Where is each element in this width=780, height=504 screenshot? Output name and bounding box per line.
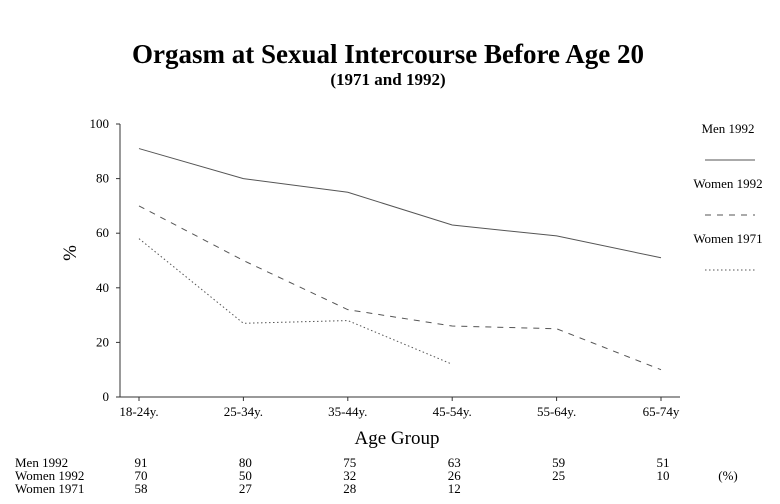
y-tick-label: 40 [96, 280, 109, 295]
y-tick-label: 60 [96, 225, 109, 240]
table-cell: 32 [343, 468, 356, 483]
x-tick-label: 65-74y [643, 404, 680, 419]
series-line-women-1971 [138, 238, 453, 365]
chart-title: Orgasm at Sexual Intercourse Before Age … [132, 39, 644, 69]
legend-label: Men 1992 [701, 121, 754, 136]
y-axis-label: % [60, 245, 81, 261]
table-cell: 59 [552, 455, 565, 470]
table-cell: 58 [135, 481, 148, 496]
table-cell: 10 [657, 468, 670, 483]
table-cell: 63 [448, 455, 461, 470]
legend-label: Women 1971 [693, 231, 762, 246]
y-tick-label: 0 [103, 389, 110, 404]
legend: Men 1992 Women 1992 Women 1971 [693, 121, 763, 271]
table-cell: 26 [448, 468, 462, 483]
table-cell: 91 [135, 455, 148, 470]
table-row-label: Men 1992 [15, 455, 68, 470]
x-tick-label: 18-24y. [119, 404, 158, 419]
y-tick-label: 20 [96, 334, 109, 349]
x-tick-label: 45-54y. [433, 404, 472, 419]
table-cell: 50 [239, 468, 252, 483]
series-line-men-1992 [138, 148, 662, 259]
axes: 0 20 40 60 80 100 18-24y. 25-34y. 35-44y. 45-54y.… [90, 116, 680, 419]
table-cell: 12 [448, 481, 461, 496]
x-tick-label: 55-64y. [537, 404, 576, 419]
table-cell: 28 [343, 481, 356, 496]
y-tick-label: 100 [90, 116, 110, 131]
x-tick-label: 25-34y. [224, 404, 263, 419]
data-table: Men 1992 91 80 75 63 59 51 Women 1992 70 50 32 26 25… [15, 455, 738, 496]
table-unit-label: (%) [718, 468, 738, 483]
table-cell: 75 [343, 455, 356, 470]
chart-subtitle: (1971 and 1992) [330, 70, 445, 89]
table-cell: 25 [552, 468, 565, 483]
x-axis-label: Age Group [355, 428, 440, 449]
series-layer [138, 148, 662, 371]
series-line-women-1992 [138, 205, 662, 371]
legend-label: Women 1992 [693, 176, 762, 191]
table-cell: 80 [239, 455, 252, 470]
table-row-label: Women 1971 [15, 481, 84, 496]
table-cell: 70 [135, 468, 148, 483]
table-cell: 27 [239, 481, 253, 496]
x-tick-label: 35-44y. [328, 404, 367, 419]
y-tick-label: 80 [96, 171, 109, 186]
table-row-label: Women 1992 [15, 468, 84, 483]
table-cell: 51 [657, 455, 670, 470]
